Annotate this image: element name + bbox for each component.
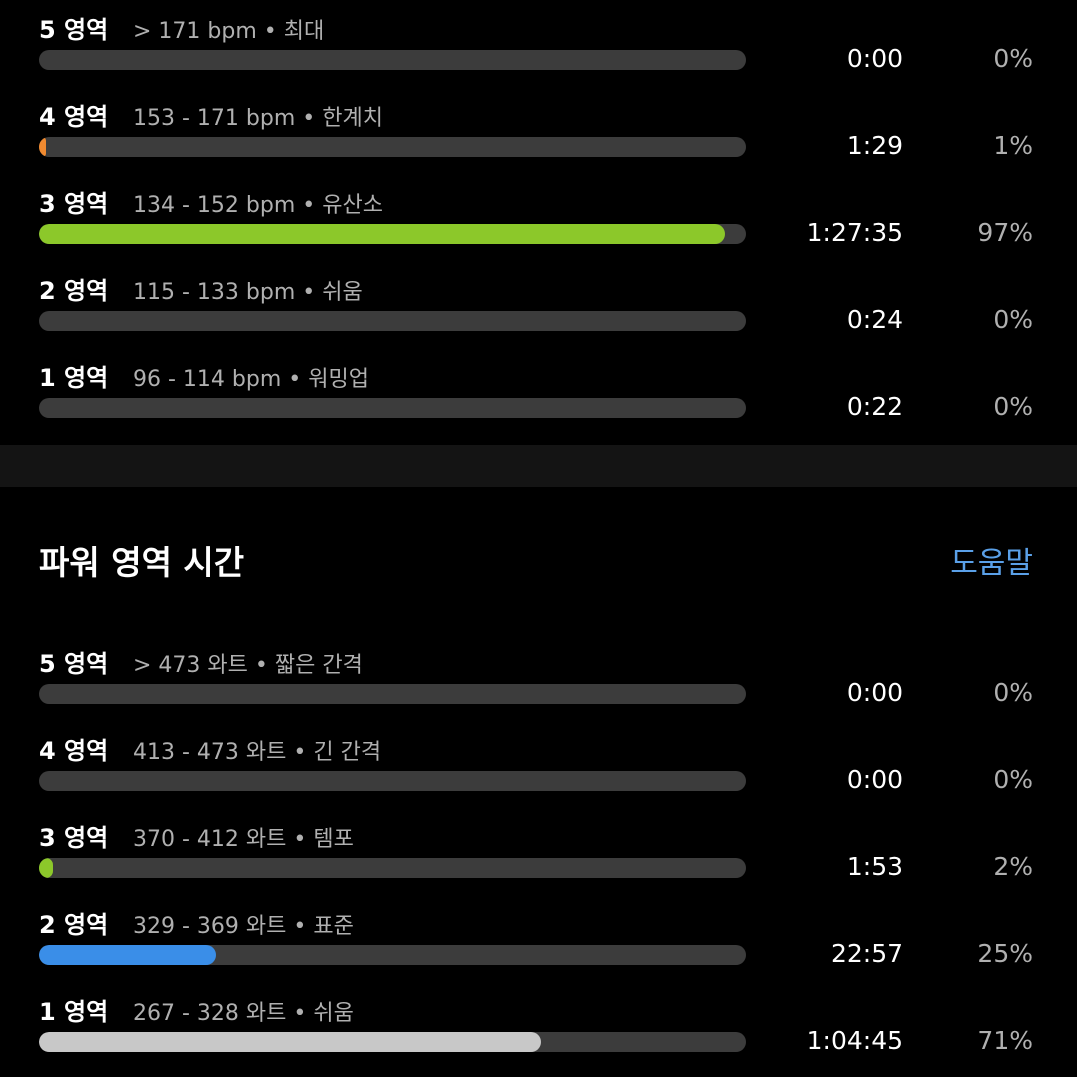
zone-range: > 473 와트 • 짧은 간격 [133,653,363,678]
bar-track [39,311,746,331]
zone-row: 1 영역 96 - 114 bpm • 워밍업 0:22 0% [0,348,1077,435]
zone-time: 0:22 [846,392,903,421]
bar-track [39,398,746,418]
zone-label: 3 영역 [39,190,109,218]
zone-label: 3 영역 [39,824,109,852]
help-link[interactable]: 도움말 [950,546,1033,581]
zone-percent: 1% [993,131,1033,160]
zone-row: 1 영역 267 - 328 와트 • 쉬움 1:04:45 71% [0,982,1077,1069]
zone-time: 0:00 [846,44,903,73]
zone-row: 5 영역 > 171 bpm • 최대 0:00 0% [0,0,1077,87]
zone-time: 1:53 [846,852,903,881]
zone-row: 5 영역 > 473 와트 • 짧은 간격 0:00 0% [0,634,1077,721]
zone-range: 96 - 114 bpm • 워밍업 [133,367,369,392]
bar-track [39,224,746,244]
zone-label: 1 영역 [39,364,109,392]
zone-label: 4 영역 [39,737,109,765]
bar-track [39,771,746,791]
section-separator [0,445,1077,487]
zone-time: 1:29 [846,131,903,160]
zone-row: 4 영역 153 - 171 bpm • 한계치 1:29 1% [0,87,1077,174]
bar-track [39,1032,746,1052]
zone-range: 134 - 152 bpm • 유산소 [133,193,383,218]
zone-label: 4 영역 [39,103,109,131]
zone-row: 2 영역 115 - 133 bpm • 쉬움 0:24 0% [0,261,1077,348]
zone-label: 2 영역 [39,277,109,305]
zone-range: 267 - 328 와트 • 쉬움 [133,1001,354,1026]
zone-range: 115 - 133 bpm • 쉬움 [133,280,363,305]
section-title: 파워 영역 시간 [39,543,245,582]
bar-fill [39,945,216,965]
zone-range: 153 - 171 bpm • 한계치 [133,106,383,131]
zone-label: 5 영역 [39,16,109,44]
bar-fill [39,137,47,157]
zone-row: 3 영역 370 - 412 와트 • 템포 1:53 2% [0,808,1077,895]
zone-range: 329 - 369 와트 • 표준 [133,914,354,939]
bar-track [39,684,746,704]
zone-time: 0:00 [846,678,903,707]
zone-range: 370 - 412 와트 • 템포 [133,827,354,852]
zone-time: 1:27:35 [806,218,903,247]
zone-percent: 0% [993,765,1033,794]
zone-range: > 171 bpm • 최대 [133,19,325,44]
bar-fill [39,224,725,244]
zone-time: 1:04:45 [806,1026,903,1055]
zone-row: 2 영역 329 - 369 와트 • 표준 22:57 25% [0,895,1077,982]
zone-percent: 71% [977,1026,1033,1055]
bar-fill [39,1032,541,1052]
bar-track [39,945,746,965]
zone-label: 5 영역 [39,650,109,678]
zone-percent: 0% [993,44,1033,73]
zone-time: 0:00 [846,765,903,794]
zone-percent: 25% [977,939,1033,968]
zone-percent: 0% [993,678,1033,707]
bar-track [39,858,746,878]
zone-time: 0:24 [846,305,903,334]
zone-label: 2 영역 [39,911,109,939]
bar-track [39,50,746,70]
zone-percent: 2% [993,852,1033,881]
bar-fill [39,858,54,878]
zone-percent: 97% [977,218,1033,247]
bar-track [39,137,746,157]
zone-row: 3 영역 134 - 152 bpm • 유산소 1:27:35 97% [0,174,1077,261]
zone-row: 4 영역 413 - 473 와트 • 긴 간격 0:00 0% [0,721,1077,808]
zone-range: 413 - 473 와트 • 긴 간격 [133,740,382,765]
zone-label: 1 영역 [39,998,109,1026]
zone-percent: 0% [993,305,1033,334]
zone-time: 22:57 [830,939,903,968]
zone-percent: 0% [993,392,1033,421]
